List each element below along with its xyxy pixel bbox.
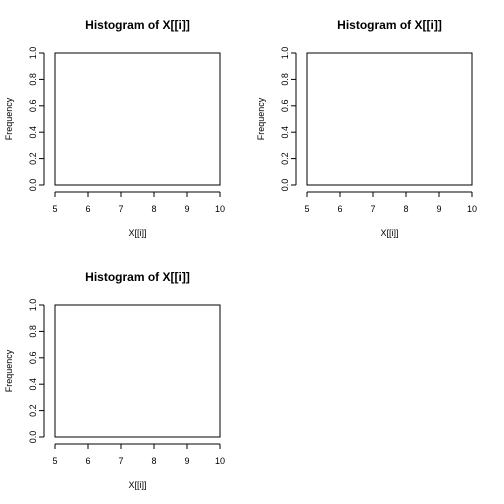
y-tick-label: 0.6 [280, 100, 290, 113]
plot-frame [55, 305, 220, 437]
y-tick-label: 0.4 [280, 126, 290, 139]
histogram-panel-2: Histogram of X[[i]] 5 6 7 8 9 10 X[[i]] 0.0 0.2 0.… [256, 18, 477, 238]
y-tick-label: 0.8 [28, 325, 38, 338]
y-tick-label: 0.0 [28, 179, 38, 192]
histogram-panel-3: Histogram of X[[i]] 5 6 7 8 9 10 X[[i]] 0.0 0.2 0.… [4, 270, 225, 490]
chart-title: Histogram of X[[i]] [85, 18, 190, 32]
y-tick-label: 0.0 [280, 179, 290, 192]
x-tick-label: 5 [304, 204, 309, 214]
y-tick-label: 0.8 [280, 73, 290, 86]
y-tick-label: 0.4 [28, 126, 38, 139]
histogram-panel-1: Histogram of X[[i]] 5 6 7 8 9 10 X[[i]] 0.0 0.2 0.… [4, 18, 225, 238]
y-tick-label: 0.2 [280, 152, 290, 165]
x-tick-label: 5 [52, 456, 57, 466]
x-axis-label: X[[i]] [128, 480, 146, 490]
chart-title: Histogram of X[[i]] [85, 270, 190, 284]
x-tick-label: 6 [85, 456, 90, 466]
y-axis-label: Frequency [256, 97, 266, 140]
chart-title: Histogram of X[[i]] [337, 18, 442, 32]
y-tick-label: 0.2 [28, 152, 38, 165]
x-tick-label: 7 [370, 204, 375, 214]
y-axis-label: Frequency [4, 97, 14, 140]
y-axis-label: Frequency [4, 349, 14, 392]
y-tick-label: 0.4 [28, 378, 38, 391]
x-axis-label: X[[i]] [128, 228, 146, 238]
x-tick-label: 5 [52, 204, 57, 214]
x-axis-label: X[[i]] [380, 228, 398, 238]
x-tick-label: 7 [118, 204, 123, 214]
y-tick-label: 0.8 [28, 73, 38, 86]
plot-frame [55, 53, 220, 185]
x-tick-label: 10 [215, 204, 225, 214]
plot-frame [307, 53, 472, 185]
y-tick-label: 0.6 [28, 352, 38, 365]
y-tick-label: 1.0 [280, 47, 290, 60]
x-tick-label: 6 [85, 204, 90, 214]
x-tick-label: 9 [436, 204, 441, 214]
x-tick-label: 8 [151, 456, 156, 466]
y-tick-label: 1.0 [28, 47, 38, 60]
y-tick-label: 1.0 [28, 299, 38, 312]
x-tick-label: 8 [151, 204, 156, 214]
x-tick-label: 7 [118, 456, 123, 466]
y-tick-label: 0.6 [28, 100, 38, 113]
x-tick-label: 9 [184, 456, 189, 466]
x-tick-label: 6 [337, 204, 342, 214]
y-tick-label: 0.0 [28, 431, 38, 444]
x-tick-label: 10 [215, 456, 225, 466]
y-tick-label: 0.2 [28, 404, 38, 417]
x-tick-label: 10 [467, 204, 477, 214]
x-tick-label: 8 [403, 204, 408, 214]
x-tick-label: 9 [184, 204, 189, 214]
